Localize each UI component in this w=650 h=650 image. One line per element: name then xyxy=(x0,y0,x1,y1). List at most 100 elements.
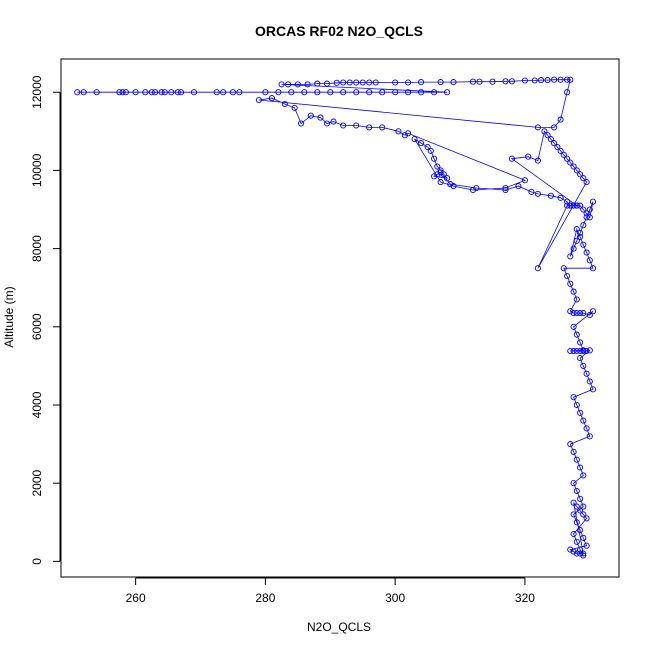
data-point xyxy=(580,362,587,369)
data-point xyxy=(236,89,243,96)
data-point xyxy=(531,77,538,84)
data-point xyxy=(573,202,580,209)
data-point xyxy=(323,80,331,87)
data-point xyxy=(567,253,574,260)
data-point xyxy=(353,89,360,96)
data-point xyxy=(534,265,541,272)
x-axis-label: N2O_QCLS xyxy=(307,620,371,634)
data-point xyxy=(395,128,402,135)
data-point xyxy=(168,89,175,96)
data-point xyxy=(405,89,412,96)
data-point xyxy=(401,132,408,139)
y-tick-label: 10000 xyxy=(30,153,44,187)
data-point xyxy=(525,153,532,160)
data-point xyxy=(547,136,554,143)
data-point xyxy=(80,89,87,96)
data-point xyxy=(366,89,373,96)
data-point xyxy=(174,89,181,96)
data-point xyxy=(586,433,593,440)
data-point xyxy=(573,456,580,463)
data-point xyxy=(580,503,587,510)
data-point xyxy=(583,214,590,221)
data-point xyxy=(379,89,386,96)
data-point xyxy=(314,89,321,96)
data-point xyxy=(528,188,535,195)
data-point xyxy=(538,77,545,84)
data-point xyxy=(353,79,360,86)
data-point xyxy=(557,147,564,154)
data-point xyxy=(573,487,580,495)
data-point xyxy=(564,202,571,209)
data-point xyxy=(580,550,587,557)
data-point xyxy=(340,89,347,96)
y-axis: 0 2000 4000 6000 8000 10000 12000 xyxy=(30,75,61,565)
data-point xyxy=(434,163,441,170)
data-point xyxy=(583,425,590,432)
data-point xyxy=(340,122,347,129)
data-point xyxy=(278,81,285,88)
data-point xyxy=(589,308,597,315)
data-point xyxy=(346,79,353,86)
data-point xyxy=(577,171,584,178)
data-point xyxy=(573,237,580,244)
data-point xyxy=(564,198,571,205)
data-point xyxy=(577,347,584,355)
data-point xyxy=(570,323,577,330)
y-tick-label: 8000 xyxy=(30,235,44,262)
chart-title: ORCAS RF02 N2O_QCLS xyxy=(255,23,423,39)
data-point xyxy=(573,519,580,526)
data-point xyxy=(392,79,399,86)
data-point xyxy=(567,308,574,315)
data-point xyxy=(551,140,558,147)
data-point xyxy=(557,76,564,83)
data-point xyxy=(577,339,584,346)
x-tick-label: 320 xyxy=(515,591,535,605)
data-point xyxy=(116,89,123,96)
data-point xyxy=(580,347,587,355)
data-point xyxy=(580,417,587,424)
data-point xyxy=(476,78,483,85)
data-point xyxy=(330,118,337,125)
series-layer xyxy=(74,76,597,559)
y-tick-label: 12000 xyxy=(30,75,44,109)
data-point xyxy=(577,233,584,240)
data-point xyxy=(281,100,288,108)
data-point xyxy=(327,89,334,96)
data-point xyxy=(583,179,590,186)
data-point xyxy=(567,202,574,209)
data-point xyxy=(152,89,159,96)
data-point xyxy=(570,202,577,209)
data-point xyxy=(580,241,587,248)
data-point xyxy=(573,503,580,510)
data-point xyxy=(359,79,366,86)
data-point xyxy=(586,257,593,264)
data-point xyxy=(447,181,454,188)
data-point xyxy=(567,280,574,287)
data-point xyxy=(93,89,100,96)
data-point xyxy=(366,124,373,131)
data-point xyxy=(577,507,584,514)
data-point xyxy=(567,441,574,448)
data-point xyxy=(450,79,457,86)
data-point xyxy=(570,310,577,317)
data-point xyxy=(437,169,444,176)
data-point xyxy=(583,210,590,217)
data-point xyxy=(440,171,447,178)
data-point xyxy=(583,249,590,256)
data-point xyxy=(570,511,577,518)
plot-frame xyxy=(60,58,620,578)
data-point xyxy=(444,175,451,182)
data-point xyxy=(418,140,425,147)
data-point xyxy=(570,245,577,252)
data-point xyxy=(580,310,587,317)
data-point xyxy=(586,347,593,354)
data-point xyxy=(379,124,386,131)
data-point xyxy=(437,179,444,186)
data-point xyxy=(577,202,584,209)
data-point xyxy=(573,226,580,233)
data-point xyxy=(577,355,584,362)
data-point xyxy=(567,546,574,553)
data-point xyxy=(469,78,477,85)
data-point xyxy=(262,89,269,96)
